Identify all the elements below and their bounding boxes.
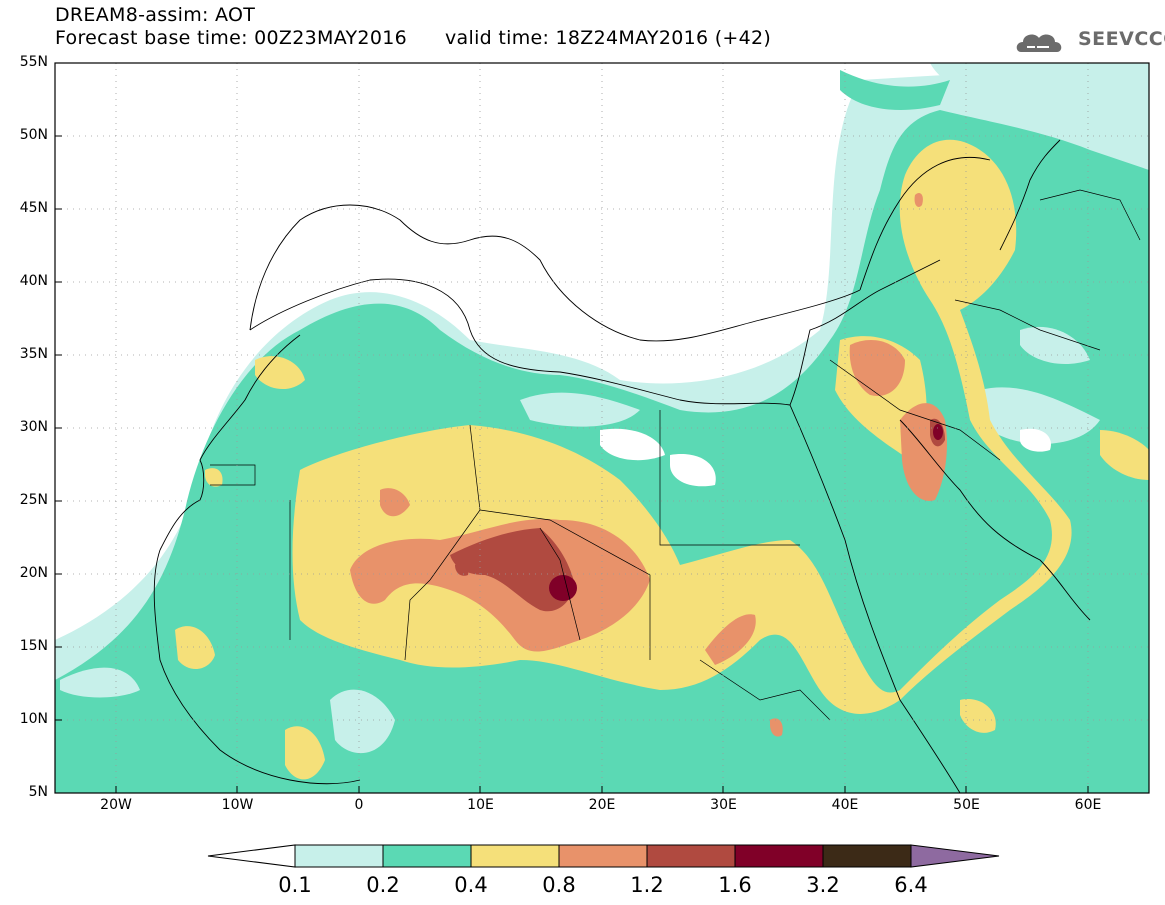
tick-marks bbox=[55, 135, 1089, 793]
lat-label: 25N bbox=[19, 492, 48, 508]
lat-label: 45N bbox=[19, 200, 48, 216]
lat-label: 30N bbox=[19, 419, 48, 435]
lon-label: 20W bbox=[100, 797, 132, 813]
lat-label: 5N bbox=[28, 784, 48, 800]
colorbar-label: 0.2 bbox=[366, 873, 400, 897]
lon-label: 40E bbox=[831, 797, 859, 813]
colorbar-label: 1.6 bbox=[718, 873, 752, 897]
colorbar-segment bbox=[646, 844, 736, 868]
colorbar-max-arrow bbox=[910, 844, 1000, 868]
lat-label: 55N bbox=[19, 54, 48, 70]
colorbar-segment bbox=[734, 844, 824, 868]
logo-text: SEEVCCC bbox=[1078, 28, 1165, 50]
map-title: DREAM8-assim: AOT bbox=[55, 4, 256, 26]
lat-label: 35N bbox=[19, 346, 48, 362]
aot-level-1.6 bbox=[549, 424, 943, 601]
cloud-icon bbox=[1016, 34, 1062, 52]
colorbar-segment bbox=[558, 844, 648, 868]
aot-holes-light bbox=[60, 326, 1100, 754]
aot-level-1.2 bbox=[450, 418, 945, 612]
lon-label: 30E bbox=[710, 797, 737, 813]
colorbar bbox=[207, 844, 1000, 868]
lon-label: 10W bbox=[221, 797, 254, 813]
forecast-time-line: Forecast base time: 00Z23MAY2016 valid t… bbox=[55, 27, 772, 49]
colorbar-label: 1.2 bbox=[630, 873, 664, 897]
colorbar-segment bbox=[470, 844, 560, 868]
aot-holes-white bbox=[600, 428, 1051, 487]
colorbar-segment bbox=[294, 844, 384, 868]
lon-label: 50E bbox=[953, 797, 980, 813]
lon-label: 60E bbox=[1074, 797, 1102, 813]
lat-label: 10N bbox=[19, 711, 48, 727]
lat-label: 40N bbox=[19, 273, 48, 289]
colorbar-segment bbox=[382, 844, 472, 868]
colorbar-label: 0.1 bbox=[278, 873, 312, 897]
coastlines bbox=[153, 139, 1091, 793]
lat-label: 15N bbox=[19, 638, 48, 654]
lon-label: 10E bbox=[467, 797, 494, 813]
colorbar-label: 0.8 bbox=[542, 873, 576, 897]
lat-label: 50N bbox=[19, 127, 48, 143]
country-borders bbox=[210, 189, 1141, 721]
lon-label: 20E bbox=[588, 797, 616, 813]
colorbar-label: 0.4 bbox=[454, 873, 488, 897]
lon-label: 0 bbox=[354, 797, 364, 813]
colorbar-label: 3.2 bbox=[806, 873, 840, 897]
lat-label: 20N bbox=[19, 565, 48, 581]
aot-level-0.8 bbox=[350, 193, 947, 737]
grid-lines bbox=[55, 63, 1149, 793]
colorbar-min-arrow bbox=[207, 844, 296, 868]
colorbar-segment bbox=[822, 844, 912, 868]
colorbar-label: 6.4 bbox=[894, 873, 928, 897]
